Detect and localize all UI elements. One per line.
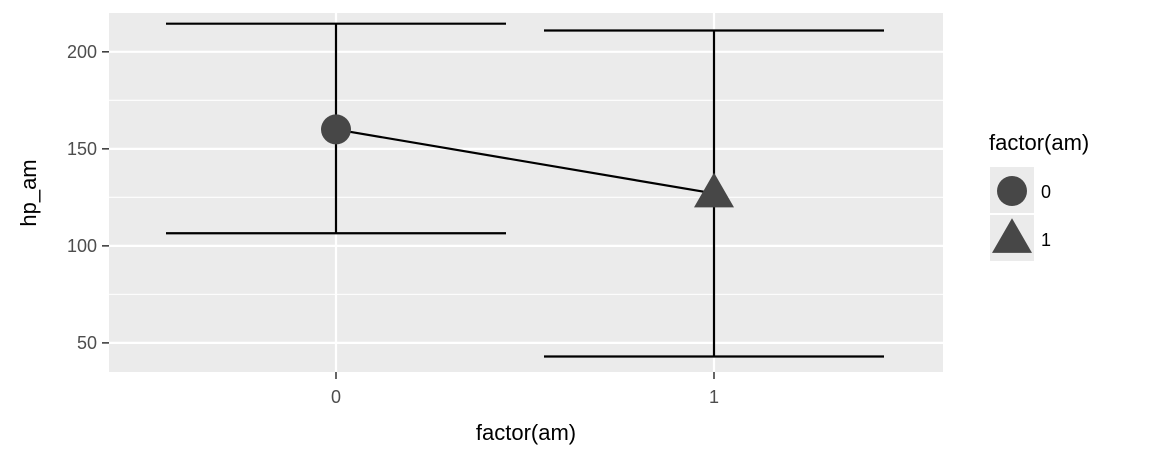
mean-line: [335, 128, 715, 195]
grid-lines: [109, 13, 943, 372]
data-point-circle: [321, 114, 351, 145]
legend-key-circle: [997, 176, 1027, 206]
legend-label: 0: [1041, 182, 1051, 202]
mean-line-group: [335, 128, 715, 195]
legend-label: 1: [1041, 230, 1051, 250]
x-tick-label: 0: [331, 387, 341, 407]
x-tick-label: 1: [709, 387, 719, 407]
legend-keys: 01: [990, 167, 1051, 261]
y-tick-label: 50: [77, 333, 97, 353]
y-tick-label: 100: [67, 236, 97, 256]
plot-panel: [109, 13, 943, 372]
y-tick-label: 200: [67, 42, 97, 62]
data-points: [321, 114, 734, 208]
x-axis-title: factor(am): [476, 420, 576, 445]
legend-title: factor(am): [989, 130, 1089, 155]
y-axis: 50 100 150 200: [67, 42, 109, 353]
legend: factor(am) 01: [989, 130, 1089, 261]
y-axis-title: hp_am: [16, 159, 41, 226]
legend-key-triangle: [992, 218, 1032, 253]
data-point-triangle: [694, 172, 734, 208]
y-tick-label: 150: [67, 139, 97, 159]
